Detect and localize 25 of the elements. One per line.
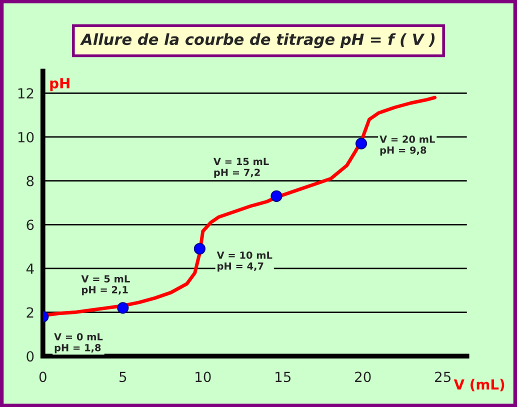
chart-title: Allure de la courbe de titrage pH = f ( V ) <box>80 33 435 48</box>
annotation: V = 5 mL pH = 2,1 <box>81 275 130 296</box>
point <box>194 242 206 255</box>
y-tick-label: 2 <box>26 307 34 318</box>
y-tick-label: 6 <box>26 220 34 230</box>
x-tick-label: 20 <box>355 372 371 382</box>
y-tick-label: 0 <box>26 351 34 362</box>
annotation: V = 15 mL pH = 7,2 <box>213 158 269 178</box>
y-tick-label: 8 <box>26 176 34 186</box>
point <box>270 190 282 202</box>
x-tick-label: 25 <box>435 372 450 382</box>
y-axis-title: pH <box>50 78 70 92</box>
x-tick-label: 5 <box>120 372 126 382</box>
y-tick-label: 12 <box>18 88 34 98</box>
x-tick-label: 10 <box>196 372 211 382</box>
annotation: V = 20 mL pH = 9,8 <box>380 136 435 156</box>
annotation: V = 10 mL pH = 4,7 <box>216 251 272 272</box>
x-tick-label: 15 <box>276 372 290 382</box>
point <box>355 138 368 150</box>
annotation: V = 0 mL pH = 1,8 <box>54 333 103 354</box>
point <box>117 302 129 314</box>
x-tick-label: 0 <box>39 372 46 382</box>
y-tick-label: 10 <box>18 132 34 142</box>
x-axis-title: V (mL) <box>454 378 504 392</box>
y-tick-label: 4 <box>26 264 34 274</box>
